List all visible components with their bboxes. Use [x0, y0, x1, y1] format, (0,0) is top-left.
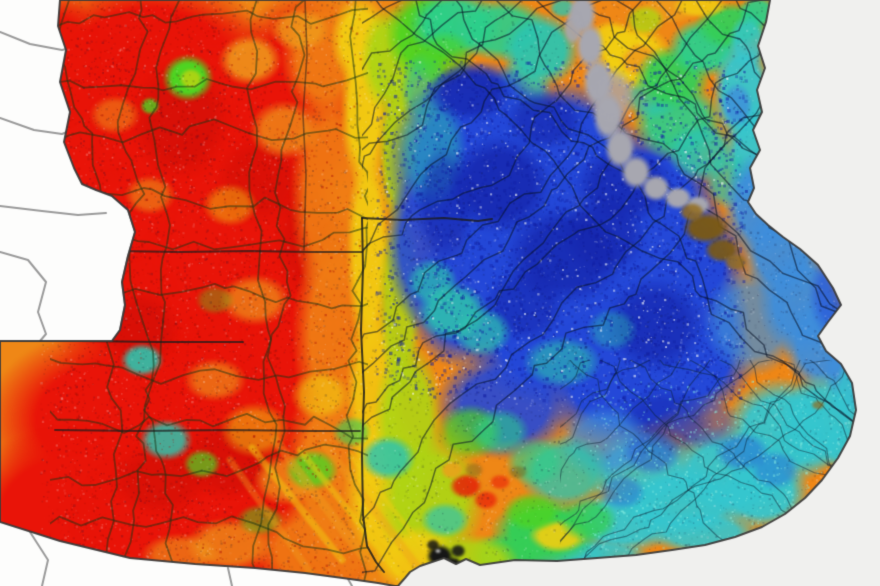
map-view [0, 0, 880, 586]
vegetation-index-map-canvas [0, 0, 880, 586]
